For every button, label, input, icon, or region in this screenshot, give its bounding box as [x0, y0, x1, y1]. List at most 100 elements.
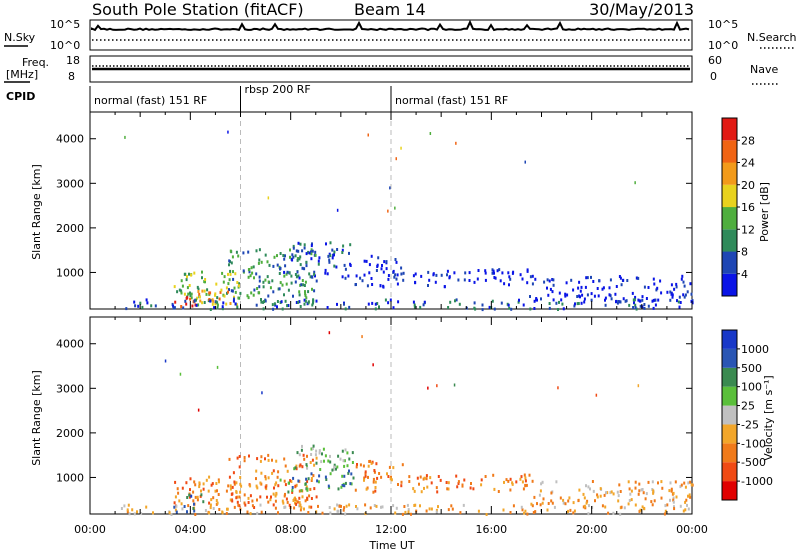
echo-cell — [628, 487, 631, 491]
echo-cell — [264, 485, 267, 489]
velocity-ylabel: Slant Range [km] — [30, 370, 43, 466]
echo-cell — [380, 505, 382, 509]
echo-cell — [295, 249, 298, 253]
echo-cell — [634, 306, 637, 310]
echo-cell — [368, 271, 371, 275]
echo-cell — [580, 301, 583, 305]
echo-cell — [309, 487, 312, 491]
echo-cell — [315, 449, 318, 453]
echo-cell — [292, 499, 295, 502]
echo-cell — [187, 292, 190, 296]
echo-cell — [531, 479, 534, 483]
echo-cell — [313, 463, 316, 467]
echo-cell — [281, 307, 284, 311]
echo-cell — [522, 303, 525, 307]
echo-cell — [660, 496, 663, 500]
echo-cell — [634, 503, 637, 507]
echo-cell — [229, 484, 232, 488]
echo-cell — [413, 303, 416, 307]
echo-cell — [572, 288, 575, 292]
echo-cell — [633, 301, 635, 305]
colorbar-segment — [722, 229, 737, 252]
echo-cell — [312, 298, 315, 302]
echo-cell — [202, 500, 205, 504]
echo-cell — [627, 480, 630, 484]
echo-cell — [313, 270, 316, 274]
echo-cell — [670, 283, 673, 287]
echo-cell — [335, 467, 337, 471]
colorbar-segment — [722, 118, 737, 141]
echo-cell — [296, 500, 299, 504]
echo-cell — [255, 484, 258, 488]
echo-cell — [264, 299, 267, 303]
echo-cell — [472, 487, 475, 491]
echo-cell — [401, 512, 404, 516]
echo-cell — [429, 132, 432, 135]
echo-cell — [307, 301, 310, 305]
echo-cell — [344, 307, 347, 311]
echo-cell — [272, 290, 275, 294]
echo-cell — [260, 260, 263, 264]
echo-cell — [338, 504, 341, 508]
echo-cell — [555, 301, 558, 305]
echo-cell — [183, 505, 186, 508]
echo-cell — [395, 260, 398, 264]
echo-cell — [179, 372, 182, 376]
echo-cell — [177, 491, 180, 495]
echo-cell — [194, 513, 197, 516]
echo-cell — [139, 301, 142, 305]
echo-cell — [190, 273, 193, 277]
echo-cell — [608, 293, 611, 297]
echo-cell — [604, 303, 607, 307]
echo-cell — [303, 243, 306, 247]
echo-cell — [304, 280, 307, 284]
echo-cell — [310, 252, 313, 256]
echo-cell — [247, 501, 250, 504]
echo-cell — [283, 270, 286, 274]
echo-cell — [303, 457, 306, 461]
echo-cell — [653, 499, 656, 503]
echo-cell — [295, 499, 298, 503]
echo-cell — [588, 504, 590, 508]
echo-cell — [211, 302, 214, 306]
echo-cell — [609, 491, 612, 495]
echo-cell — [294, 466, 297, 470]
echo-cell — [407, 508, 410, 512]
echo-cell — [671, 293, 674, 297]
echo-cell — [669, 290, 672, 294]
echo-cell — [645, 492, 648, 496]
echo-cell — [237, 296, 240, 300]
power-ylabel: Slant Range [km] — [30, 164, 43, 260]
echo-cell — [215, 499, 218, 502]
echo-cell — [423, 476, 426, 480]
echo-cell — [269, 498, 272, 502]
echo-cell — [289, 248, 291, 252]
echo-cell — [189, 488, 191, 492]
echo-cell — [124, 135, 126, 139]
echo-cell — [599, 487, 602, 491]
echo-cell — [654, 303, 657, 307]
echo-cell — [439, 478, 442, 482]
echo-cell — [400, 272, 403, 276]
echo-cell — [440, 273, 443, 277]
echo-cell — [225, 302, 228, 306]
echo-cell — [233, 505, 236, 509]
echo-cell — [227, 130, 229, 134]
echo-cell — [194, 303, 197, 307]
echo-cell — [550, 499, 553, 503]
echo-cell — [546, 508, 549, 512]
echo-cell — [326, 272, 329, 276]
echo-cell — [645, 297, 648, 300]
echo-cell — [329, 460, 332, 464]
colorbar-tick-label: 12 — [741, 223, 755, 236]
echo-cell — [267, 458, 270, 462]
echo-cell — [538, 493, 541, 497]
echo-cell — [126, 510, 129, 514]
echo-cell — [331, 468, 334, 472]
echo-cell — [195, 298, 197, 302]
echo-cell — [185, 278, 188, 282]
echo-cell — [283, 479, 286, 483]
echo-cell — [573, 304, 576, 308]
echo-cell — [347, 471, 350, 475]
echo-cell — [189, 477, 192, 481]
